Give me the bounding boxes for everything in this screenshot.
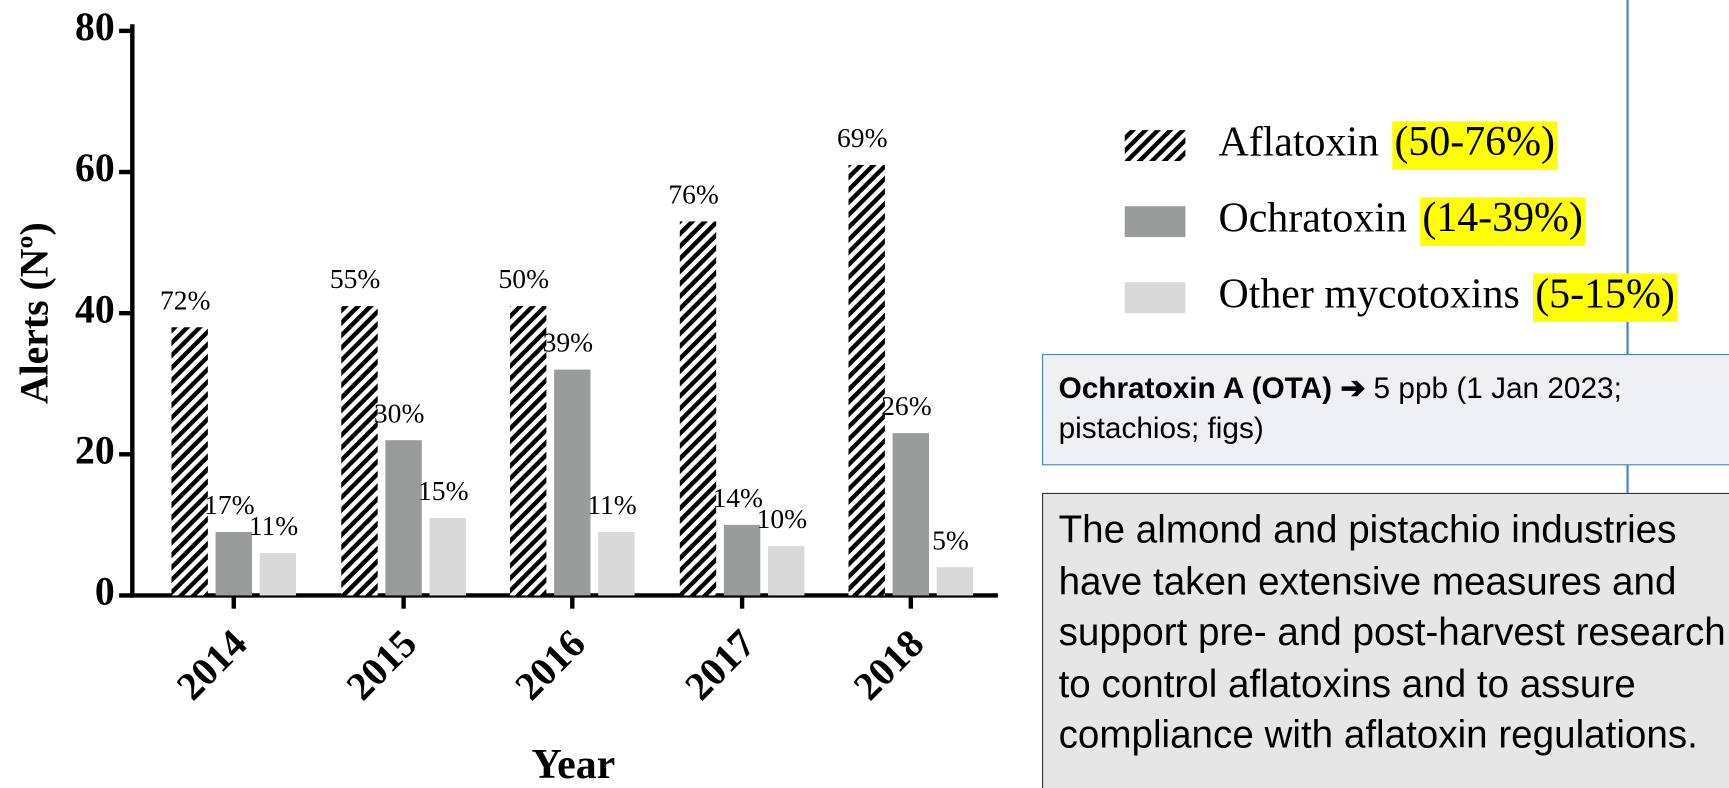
bar-label: 15% [418, 475, 469, 506]
bar [936, 567, 974, 596]
bar-label: 10% [757, 503, 808, 534]
legend-highlight [1533, 273, 1678, 322]
bar-label: 14% [712, 482, 762, 513]
x-axis-label: Year [532, 742, 616, 788]
bar-label: 26% [881, 390, 931, 421]
note-title: Ochratoxin A (OTA) [1058, 371, 1333, 405]
bar-label: 72% [160, 284, 211, 315]
note-box: Ochratoxin A (OTA) ➔ 5 ppb (1 Jan 2023; … [1042, 353, 1729, 466]
y-tick-label: 80 [75, 5, 115, 49]
bar-label: 55% [330, 263, 381, 294]
bar-label: 69% [837, 122, 887, 153]
legend-range: (14-39%) [1422, 195, 1583, 241]
bar-label: 50% [499, 263, 550, 294]
note-text: 5 ppb (1 Jan 2023; pistachios; figs) [1058, 371, 1622, 445]
y-tick-label: 20 [75, 428, 115, 472]
x-tick-label: 2018 [845, 621, 932, 708]
legend-range: (5-15%) [1535, 271, 1675, 317]
y-tick-label: 0 [95, 570, 115, 614]
legend-swatch [1124, 130, 1186, 161]
legend-swatch [1124, 206, 1186, 238]
bar [768, 546, 805, 596]
bar [554, 369, 591, 596]
legend-name: Ochratoxin [1218, 195, 1407, 241]
y-tick-label: 60 [75, 146, 115, 190]
text-box-text: The almond and pistachio industries have… [1058, 508, 1726, 757]
legend-swatch [1124, 282, 1186, 314]
bar-label: 76% [668, 178, 719, 209]
bar [598, 531, 635, 596]
bar [848, 164, 885, 596]
legend-name: Aflatoxin [1218, 119, 1379, 165]
legend-name: Other mycotoxins [1218, 271, 1519, 317]
y-axis-label: Alerts (Nº) [13, 222, 57, 404]
bar-label: 17% [204, 489, 255, 520]
x-tick-label: 2015 [338, 621, 425, 708]
legend-range: (50-76%) [1394, 119, 1555, 165]
bar [171, 327, 208, 596]
bar [259, 553, 297, 596]
legend-label: Aflatoxin [1218, 119, 1379, 165]
y-tick-label: 40 [75, 287, 115, 331]
bar-label: 39% [543, 327, 594, 358]
bar [429, 517, 466, 596]
text-box: The almond and pistachio industries have… [1042, 492, 1729, 788]
legend-highlight [1420, 197, 1586, 246]
note-arrow: ➔ [1340, 371, 1366, 405]
bar [385, 440, 422, 596]
bar [723, 524, 761, 596]
bar-label: 11% [587, 489, 636, 520]
legend-label: Ochratoxin [1218, 195, 1407, 241]
bar [341, 306, 378, 596]
bar-label: 5% [932, 524, 969, 555]
bar [215, 531, 252, 596]
legend-highlight [1392, 121, 1558, 170]
bar-label: 30% [374, 397, 425, 428]
bar [679, 221, 717, 596]
bar [509, 306, 547, 596]
legend-label: Other mycotoxins [1218, 271, 1519, 317]
bar [892, 433, 930, 596]
bar-label: 11% [249, 510, 298, 541]
x-tick-label: 2017 [676, 621, 763, 708]
x-tick-label: 2016 [507, 621, 594, 708]
divider-line [1626, 0, 1629, 493]
x-tick-label: 2014 [168, 621, 255, 708]
